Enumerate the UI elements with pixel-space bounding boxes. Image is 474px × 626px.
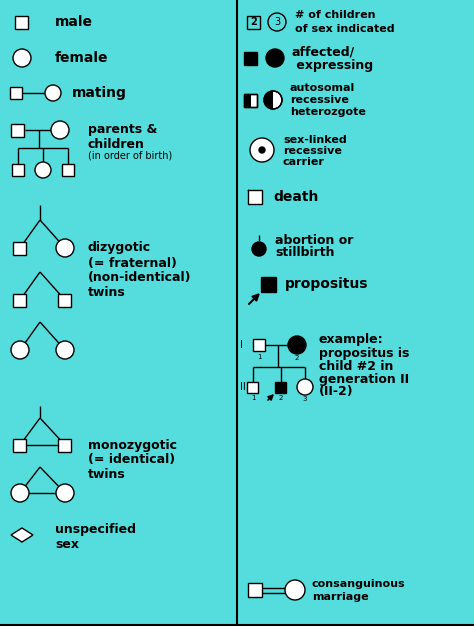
Text: death: death (273, 190, 319, 204)
Bar (245, 93, 257, 106)
Text: 1: 1 (251, 395, 255, 401)
Circle shape (11, 484, 29, 502)
Text: child #2 in: child #2 in (319, 359, 393, 372)
Text: carrier: carrier (283, 157, 325, 167)
Text: twins: twins (88, 287, 126, 299)
Polygon shape (11, 528, 33, 542)
Text: (in order of birth): (in order of birth) (88, 151, 172, 161)
Text: generation II: generation II (319, 372, 409, 386)
Text: propositus is: propositus is (319, 347, 410, 359)
Bar (11, 123, 25, 136)
Circle shape (56, 239, 74, 257)
Circle shape (297, 379, 313, 395)
Text: female: female (55, 51, 109, 65)
Bar (247, 16, 261, 29)
Circle shape (285, 580, 305, 600)
Bar (58, 294, 72, 307)
Text: parents &: parents & (88, 123, 157, 136)
Circle shape (13, 49, 31, 67)
Text: 2: 2 (251, 17, 257, 27)
Text: (= identical): (= identical) (88, 453, 175, 466)
Text: dizygotic: dizygotic (88, 242, 151, 255)
Text: of sex indicated: of sex indicated (295, 24, 395, 34)
Text: autosomal: autosomal (290, 83, 355, 93)
Text: monozygotic: monozygotic (88, 438, 177, 451)
Circle shape (268, 13, 286, 31)
Circle shape (250, 138, 274, 162)
Text: recessive: recessive (290, 95, 349, 105)
Text: male: male (55, 15, 93, 29)
Text: heterozgote: heterozgote (290, 107, 366, 117)
Text: affected/: affected/ (292, 46, 355, 58)
Text: example:: example: (319, 334, 383, 347)
Text: 1: 1 (257, 354, 261, 360)
Bar (253, 339, 265, 351)
Circle shape (266, 49, 284, 67)
Text: 2: 2 (295, 355, 299, 361)
Text: (non-identical): (non-identical) (88, 272, 191, 284)
Text: consanguinous: consanguinous (312, 579, 406, 589)
Circle shape (259, 147, 265, 153)
Text: mating: mating (72, 86, 127, 100)
Bar (247, 381, 258, 393)
Text: 2: 2 (279, 395, 283, 401)
Circle shape (35, 162, 51, 178)
Text: propositus: propositus (285, 277, 368, 291)
Text: abortion or: abortion or (275, 233, 354, 247)
Bar (13, 294, 27, 307)
Text: (II-2): (II-2) (319, 386, 354, 399)
Circle shape (51, 121, 69, 139)
Bar (275, 381, 286, 393)
Text: 3: 3 (303, 396, 307, 402)
Polygon shape (264, 91, 273, 109)
Circle shape (252, 242, 266, 256)
Text: sex: sex (55, 538, 79, 550)
Text: children: children (88, 138, 145, 150)
Bar (248, 190, 262, 204)
Bar (245, 93, 257, 106)
Text: 3: 3 (274, 17, 280, 27)
Circle shape (288, 336, 306, 354)
Circle shape (45, 85, 61, 101)
Bar (13, 438, 27, 451)
Circle shape (11, 341, 29, 359)
Bar (245, 93, 251, 106)
Bar (245, 51, 257, 64)
Text: (= fraternal): (= fraternal) (88, 257, 177, 270)
Bar (13, 242, 27, 255)
Text: recessive: recessive (283, 146, 342, 156)
Text: # of children: # of children (295, 10, 375, 20)
Bar (12, 164, 24, 176)
Bar (16, 16, 28, 29)
Bar (262, 277, 276, 292)
Text: marriage: marriage (312, 592, 369, 602)
Circle shape (264, 91, 282, 109)
Bar (58, 438, 72, 451)
Circle shape (56, 341, 74, 359)
Text: I: I (240, 340, 243, 350)
Circle shape (56, 484, 74, 502)
Text: stillbirth: stillbirth (275, 247, 335, 260)
Text: II: II (240, 382, 246, 392)
Text: twins: twins (88, 468, 126, 481)
Text: expressing: expressing (292, 58, 373, 71)
Bar (248, 583, 262, 597)
Text: unspecified: unspecified (55, 523, 136, 536)
Bar (62, 164, 74, 176)
Text: sex-linked: sex-linked (283, 135, 347, 145)
Bar (10, 87, 22, 99)
